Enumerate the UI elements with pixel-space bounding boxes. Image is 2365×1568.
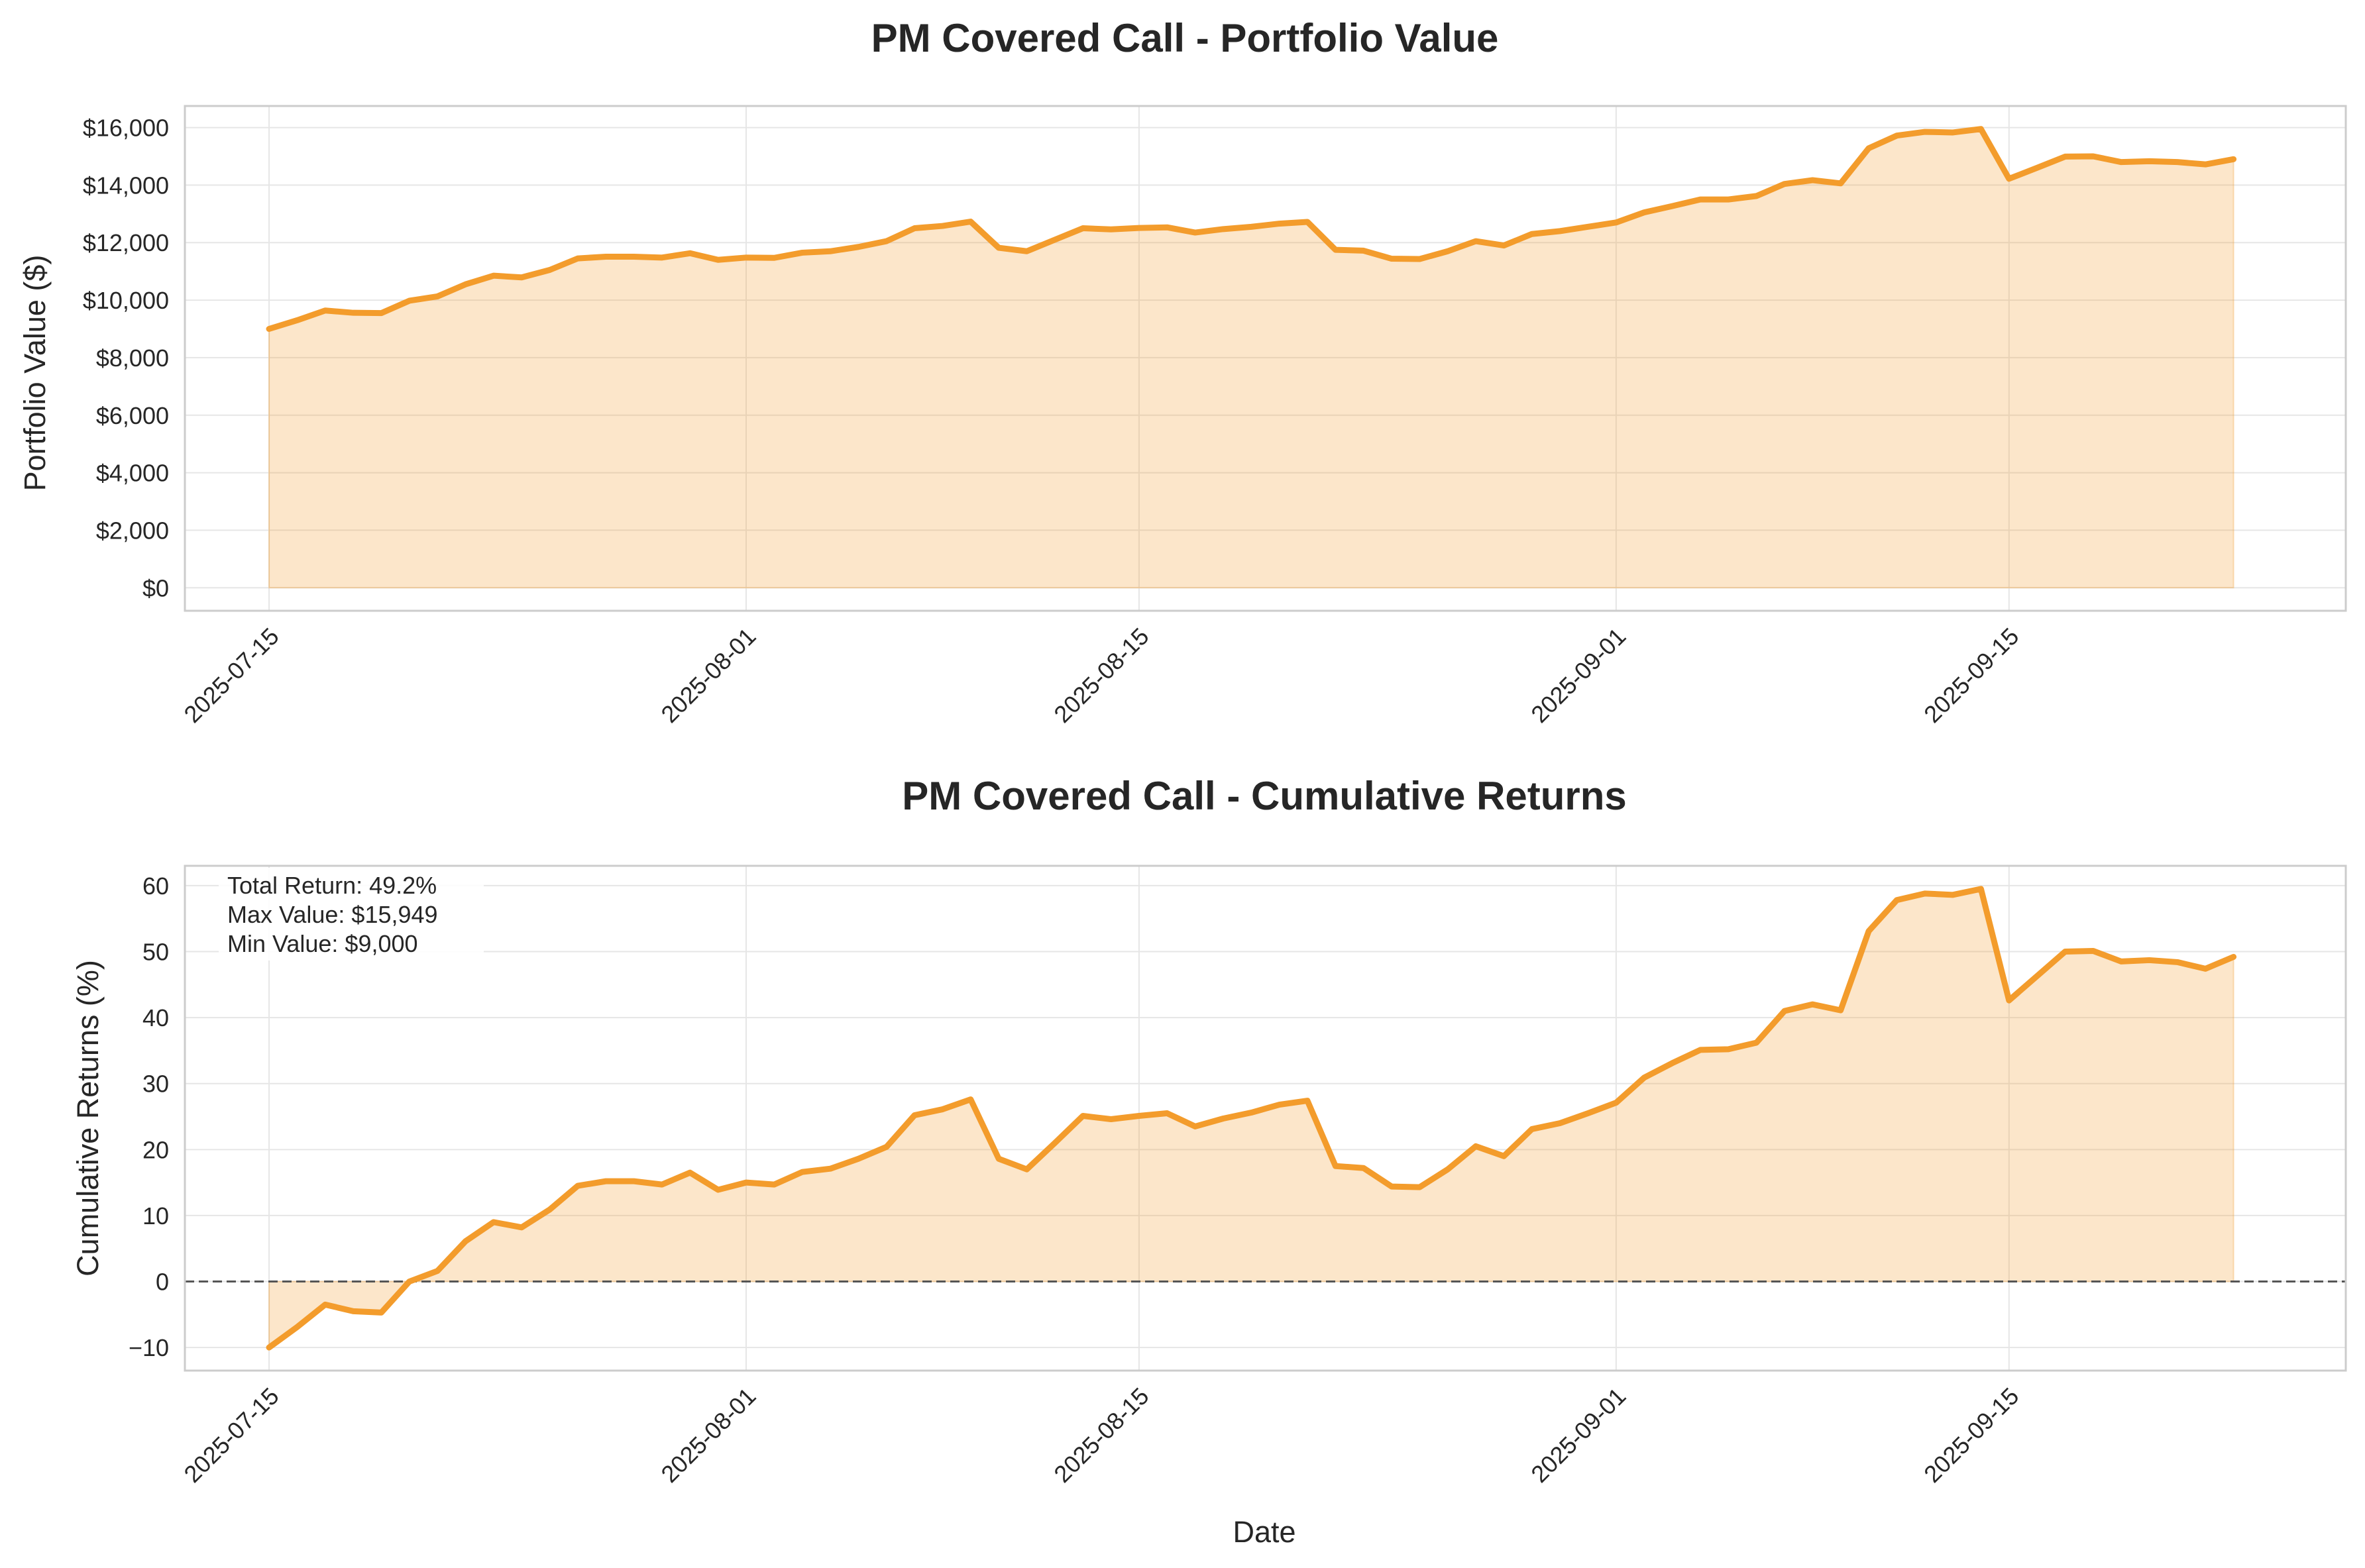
y-tick-label: $12,000 <box>83 229 169 256</box>
portfolio-value-title: PM Covered Call - Portfolio Value <box>871 16 1499 60</box>
y-tick-label: 0 <box>156 1269 169 1296</box>
stats-box-background <box>219 868 484 961</box>
y-tick-label: $4,000 <box>96 460 169 487</box>
y-tick-label: $14,000 <box>83 172 169 199</box>
y-tick-label: $16,000 <box>83 115 169 142</box>
y-tick-label: $0 <box>142 574 169 601</box>
cumulative-returns-title: PM Covered Call - Cumulative Returns <box>902 774 1627 818</box>
y-tick-label: 40 <box>142 1004 169 1031</box>
y-tick-label: 60 <box>142 872 169 900</box>
portfolio-value-y-axis-label: Portfolio Value ($) <box>18 255 52 492</box>
y-tick-label: 50 <box>142 938 169 965</box>
min-value-annotation: Min Value: $9,000 <box>227 930 418 957</box>
y-tick-label: 20 <box>142 1136 169 1163</box>
total-return-annotation: Total Return: 49.2% <box>227 872 437 899</box>
y-tick-label: 30 <box>142 1071 169 1098</box>
axes-frame <box>184 864 2347 1372</box>
y-tick-label: −10 <box>129 1334 169 1361</box>
axes-frame <box>184 105 2347 612</box>
stats-annotation-box: Total Return: 49.2% Max Value: $15,949 M… <box>219 868 484 961</box>
date-x-axis-label: Date <box>1233 1515 1295 1549</box>
max-value-annotation: Max Value: $15,949 <box>227 901 438 928</box>
y-tick-label: $6,000 <box>96 402 169 429</box>
cumulative-returns-y-axis-label: Cumulative Returns (%) <box>71 960 105 1277</box>
y-tick-label: $10,000 <box>83 287 169 314</box>
y-tick-label: 10 <box>142 1202 169 1229</box>
y-tick-label: $2,000 <box>96 517 169 544</box>
y-tick-label: $8,000 <box>96 344 169 372</box>
